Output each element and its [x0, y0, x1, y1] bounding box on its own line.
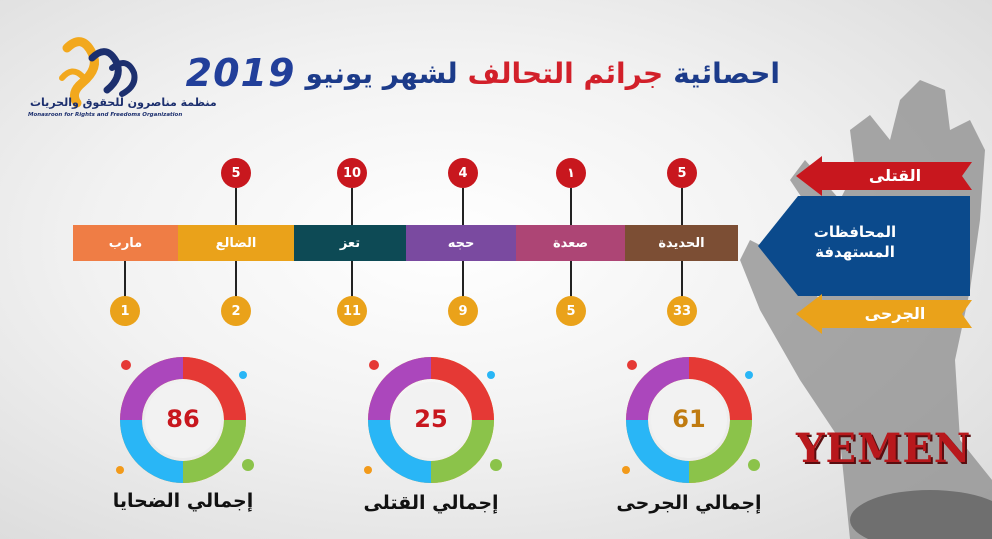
injured-count-marib: 1	[110, 296, 140, 326]
title-part-month: لشهر يونيو	[305, 56, 458, 90]
total-injured-value: 61	[672, 405, 706, 433]
connector-line	[570, 188, 572, 225]
total-injured-label: إجمالي الجرحى	[616, 492, 762, 514]
killed-count-hodeidah: 5	[667, 158, 697, 188]
injured-count-taiz: 11	[337, 296, 367, 326]
connector-line	[351, 188, 353, 225]
connector-line	[235, 261, 237, 297]
total-victims-value: 86	[166, 405, 200, 433]
killed-count-dhale: 5	[221, 158, 251, 188]
connector-line	[351, 261, 353, 297]
total-killed-value: 25	[414, 405, 448, 433]
paint-splash-ring-icon	[364, 357, 502, 483]
provinces-bar: مارب الضالع تعز حجه صعدة الحديدة	[73, 225, 738, 261]
provinces-arrow-icon	[758, 196, 970, 296]
total-killed-label: إجمالي القتلى	[363, 492, 499, 514]
connector-line	[681, 188, 683, 225]
legend-killed-label: القتلى	[868, 166, 922, 185]
injured-count-hajjah: 9	[448, 296, 478, 326]
page-title: احصائية جرائم التحالف لشهر يونيو 2019	[186, 48, 780, 98]
injured-count-saada: 5	[556, 296, 586, 326]
injured-count-dhale: 2	[221, 296, 251, 326]
paint-splash-ring-icon	[622, 357, 760, 483]
injured-count-hodeidah: 33	[667, 296, 697, 326]
killed-count-taiz: 10	[337, 158, 367, 188]
killed-arrow-icon	[796, 156, 972, 196]
title-year: 2019	[185, 51, 296, 95]
legend-provinces-label: المحافظات المستهدفة	[813, 223, 897, 261]
province-segment-saada: صعدة	[516, 225, 625, 261]
legend-injured-label: الجرحى	[864, 304, 926, 323]
province-segment-taiz: تعز	[294, 225, 406, 261]
connector-line	[681, 261, 683, 297]
title-part-crimes: جرائم التحالف	[467, 56, 664, 90]
killed-count-hajjah: 4	[448, 158, 478, 188]
connector-line	[462, 261, 464, 297]
province-segment-marib: مارب	[73, 225, 178, 261]
organization-subtitle: Monasroon for Rights and Freedoms Organi…	[28, 112, 183, 118]
organization-logo-icon	[59, 37, 138, 108]
title-part-statistics: احصائية	[673, 56, 780, 90]
province-segment-hodeidah: الحديدة	[625, 225, 738, 261]
organization-name: منظمة مناصرون للحقوق والحريات	[30, 96, 217, 109]
total-victims-label: إجمالي الضحايا	[112, 490, 254, 512]
paint-splash-ring-icon	[116, 357, 254, 483]
province-segment-hajjah: حجه	[406, 225, 516, 261]
injured-arrow-icon	[796, 294, 972, 334]
killed-count-saada: ١	[556, 158, 586, 188]
connector-line	[570, 261, 572, 297]
connector-line	[124, 261, 126, 297]
connector-line	[235, 188, 237, 225]
province-segment-dhale: الضالع	[178, 225, 294, 261]
yemen-wordmark: YEMEN	[796, 425, 972, 472]
connector-line	[462, 188, 464, 225]
